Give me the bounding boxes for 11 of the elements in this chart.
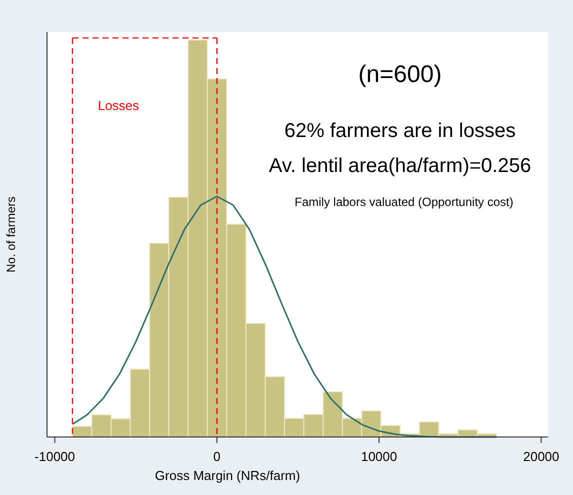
x-axis-title: Gross Margin (NRs/farm) [154,468,300,483]
annotation: (n=600) [358,61,442,88]
annotation: 62% farmers are in losses [284,120,516,142]
x-tick-label: 0 [213,449,221,464]
annotation: Family labors valuated (Opportunity cost) [294,195,514,209]
y-axis-title: No. of farmers [4,196,18,273]
x-tick-label: 20000 [523,449,560,464]
x-tick-label: -10000 [34,449,76,464]
annotation: Av. lentil area(ha/farm)=0.256 [268,155,532,177]
ref-line-label: Losses [98,98,140,113]
x-tick-label: 10000 [360,449,398,464]
